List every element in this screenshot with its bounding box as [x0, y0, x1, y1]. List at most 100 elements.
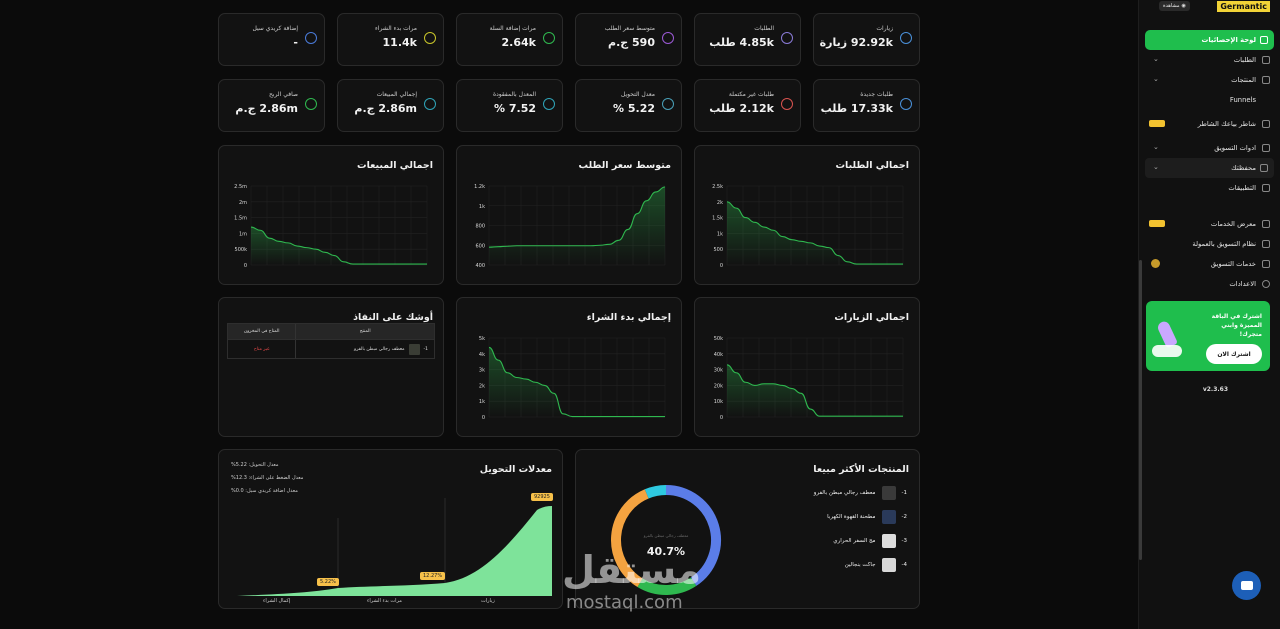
conversion-title: معدلات التحويل	[479, 464, 552, 475]
sidebar-item-services[interactable]: معرض الخدمات	[1139, 214, 1280, 234]
chart-title: إجمالي بدء الشراء	[586, 312, 671, 323]
y-tick-label: 10k	[714, 399, 723, 405]
scrollbar[interactable]	[1139, 260, 1142, 560]
conversion-card: معدلات التحويل معدل التحويل: 5.22% معدل …	[218, 449, 563, 609]
stat-card-checkout-starts: مرات بدء الشراء 11.4k	[337, 13, 444, 66]
y-tick-label: 4k	[479, 352, 485, 358]
y-tick-label: 30k	[714, 368, 723, 374]
sidebar-item-wallet[interactable]: محفظتك ⌄	[1145, 158, 1274, 178]
table-header: المنتج المتاح في المخزون	[228, 324, 434, 339]
y-tick-label: 500	[713, 247, 723, 253]
top-product-item[interactable]: 4- جاكت بنجالين	[845, 558, 907, 572]
stat-value: 17.33k طلب	[820, 102, 893, 115]
top-products-card: المنتجات الأكثر مبيعا معطف رجالي مبطن با…	[575, 449, 920, 609]
series-line	[488, 346, 665, 418]
promo-text: اشترك في الباقة المميزة وابني متجرك!	[1211, 313, 1262, 338]
stat-label: الطلبات	[754, 25, 774, 32]
donut-center-value: 40.7%	[646, 545, 686, 558]
donut-slice	[644, 485, 667, 499]
sidebar-item-apps[interactable]: التطبيقات	[1139, 178, 1280, 198]
stat-value: 2.86m ج.م	[235, 102, 298, 115]
stat-label: متوسط سعر الطلب	[604, 25, 655, 32]
y-tick-label: 20k	[714, 383, 723, 389]
conversion-legend-3: معدل اضافة كريدي سيل: 0.0%	[231, 488, 298, 494]
stock-card: أوشك على النفاذ المنتج المتاح في المخزون…	[218, 297, 444, 437]
donut-center-label: معطف رجالي مبطن بالفرو	[643, 533, 689, 538]
wallet-icon	[1260, 164, 1268, 172]
sidebar-item-orders[interactable]: الطلبات ⌄	[1139, 50, 1280, 70]
sidebar-item-label: التطبيقات	[1228, 184, 1256, 192]
stat-value: 11.4k	[382, 36, 417, 49]
chat-button[interactable]	[1232, 571, 1261, 600]
y-tick-label: 2.5m	[234, 184, 247, 190]
y-tick-label: 1k	[479, 399, 485, 405]
chevron-down-icon: ⌄	[1153, 75, 1159, 83]
series-area	[727, 364, 903, 417]
rocket-icon	[1152, 319, 1182, 357]
stat-label: زيارات	[876, 25, 893, 32]
profit-icon	[305, 98, 317, 110]
stat-label: طلبات جديدة	[860, 91, 893, 98]
sidebar-item-settings[interactable]: الاعدادات	[1139, 274, 1280, 294]
sidebar-item-marketing-services[interactable]: خدمات التسويق	[1139, 254, 1280, 274]
sales-chart: 2.5m 2m 1.5m 1m 500k 0	[234, 184, 428, 269]
y-tick-label: 2k	[479, 383, 485, 389]
y-tick-label: 1k	[717, 231, 723, 237]
conversion-legend-1: معدل التحويل: 5.22%	[231, 462, 279, 468]
sidebar-item-dashboard[interactable]: لوحة الإحصائيات	[1145, 30, 1274, 50]
item-number: 3-	[901, 538, 908, 544]
stat-value: 590 ج.م	[608, 36, 655, 49]
eye-icon: ◉	[1181, 3, 1186, 9]
new-badge	[1149, 220, 1165, 227]
cart-icon	[424, 32, 436, 44]
chart-card-visits: اجمالي الزيارات 50k 40k 30k 20k 10k 0	[694, 297, 920, 437]
watermark-url: mostaql.com	[566, 592, 683, 613]
sidebar-item-affiliate[interactable]: نظام التسويق بالعمولة	[1139, 234, 1280, 254]
new-badge	[1149, 120, 1165, 127]
series-line	[726, 201, 903, 265]
sidebar-item-marketing-tools[interactable]: ادوات التسويق ⌄	[1139, 138, 1280, 158]
row-number: 1-	[423, 346, 429, 352]
stat-label: طلبات غير مكتملة	[728, 91, 774, 98]
sidebar-item-smart-seller[interactable]: شاطر بياعك الشاطر	[1139, 114, 1280, 134]
series-area	[727, 201, 903, 265]
top-product-item[interactable]: 2- مطحنة القهوة الكهربا	[827, 510, 907, 524]
badge-conversion: 5.22%	[317, 578, 339, 586]
chart-title: متوسط سعر الطلب	[578, 160, 671, 171]
stat-card-orders: الطلبات 4.85k طلب	[694, 13, 801, 66]
sidebar-item-products[interactable]: المنتجات ⌄	[1139, 70, 1280, 90]
table-row[interactable]: 1- معطف رجالي مبطن بالفرو غير متاح	[228, 339, 434, 358]
series-area	[489, 186, 665, 265]
product-thumbnail	[881, 558, 896, 572]
chart-card-orders: اجمالي الطلبات 2.5k 2k 1.5k 1k 500 0	[694, 145, 920, 285]
item-name: جاكت بنجالين	[844, 562, 876, 568]
sidebar-header: Germantic ◉ مشاهدة	[1139, 0, 1280, 30]
view-store-button[interactable]: ◉ مشاهدة	[1159, 1, 1190, 11]
subscribe-button[interactable]: اشترك الان	[1206, 344, 1262, 364]
top-product-item[interactable]: 1- معطف رجالي مبطن بالفرو	[814, 486, 907, 500]
stat-card-incomplete-orders: طلبات غير مكتملة 2.12k طلب	[694, 79, 801, 132]
y-tick-label: 400	[475, 263, 485, 269]
y-tick-label: 2m	[239, 200, 247, 206]
sidebar-item-label: Funnels	[1229, 96, 1256, 104]
main-content: إضافة كريدي سيل - مرات بدء الشراء 11.4k …	[218, 13, 920, 613]
sidebar-item-funnels[interactable]: Funnels	[1139, 90, 1280, 110]
chart-card-checkout: إجمالي بدء الشراء 5k 4k 3k 2k 1k 0	[456, 297, 682, 437]
basket-icon	[543, 32, 555, 44]
stat-card-credit-sell: إضافة كريدي سيل -	[218, 13, 325, 66]
series-line	[488, 186, 666, 248]
top-product-item[interactable]: 3- مج السفر الحراري	[833, 534, 907, 548]
stat-value: 5.22 %	[613, 102, 655, 115]
product-thumbnail	[408, 343, 420, 355]
product-thumbnail	[881, 510, 896, 524]
item-name: مطحنة القهوة الكهربا	[827, 514, 876, 520]
avg-price-chart: 1.2k 1k 800 600 400	[474, 184, 666, 269]
conversion-legend-2: معدل الضغط على الشراء: 12.3%	[231, 475, 304, 481]
label-visits: زيارات	[481, 598, 495, 604]
y-tick-label: 800	[475, 224, 485, 230]
top-products-title: المنتجات الأكثر مبيعا	[813, 464, 909, 475]
chevron-down-icon: ⌄	[1153, 163, 1159, 171]
item-number: 4-	[901, 562, 908, 568]
credit-icon	[305, 32, 317, 44]
stock-table: المنتج المتاح في المخزون 1- معطف رجالي م…	[227, 323, 435, 359]
